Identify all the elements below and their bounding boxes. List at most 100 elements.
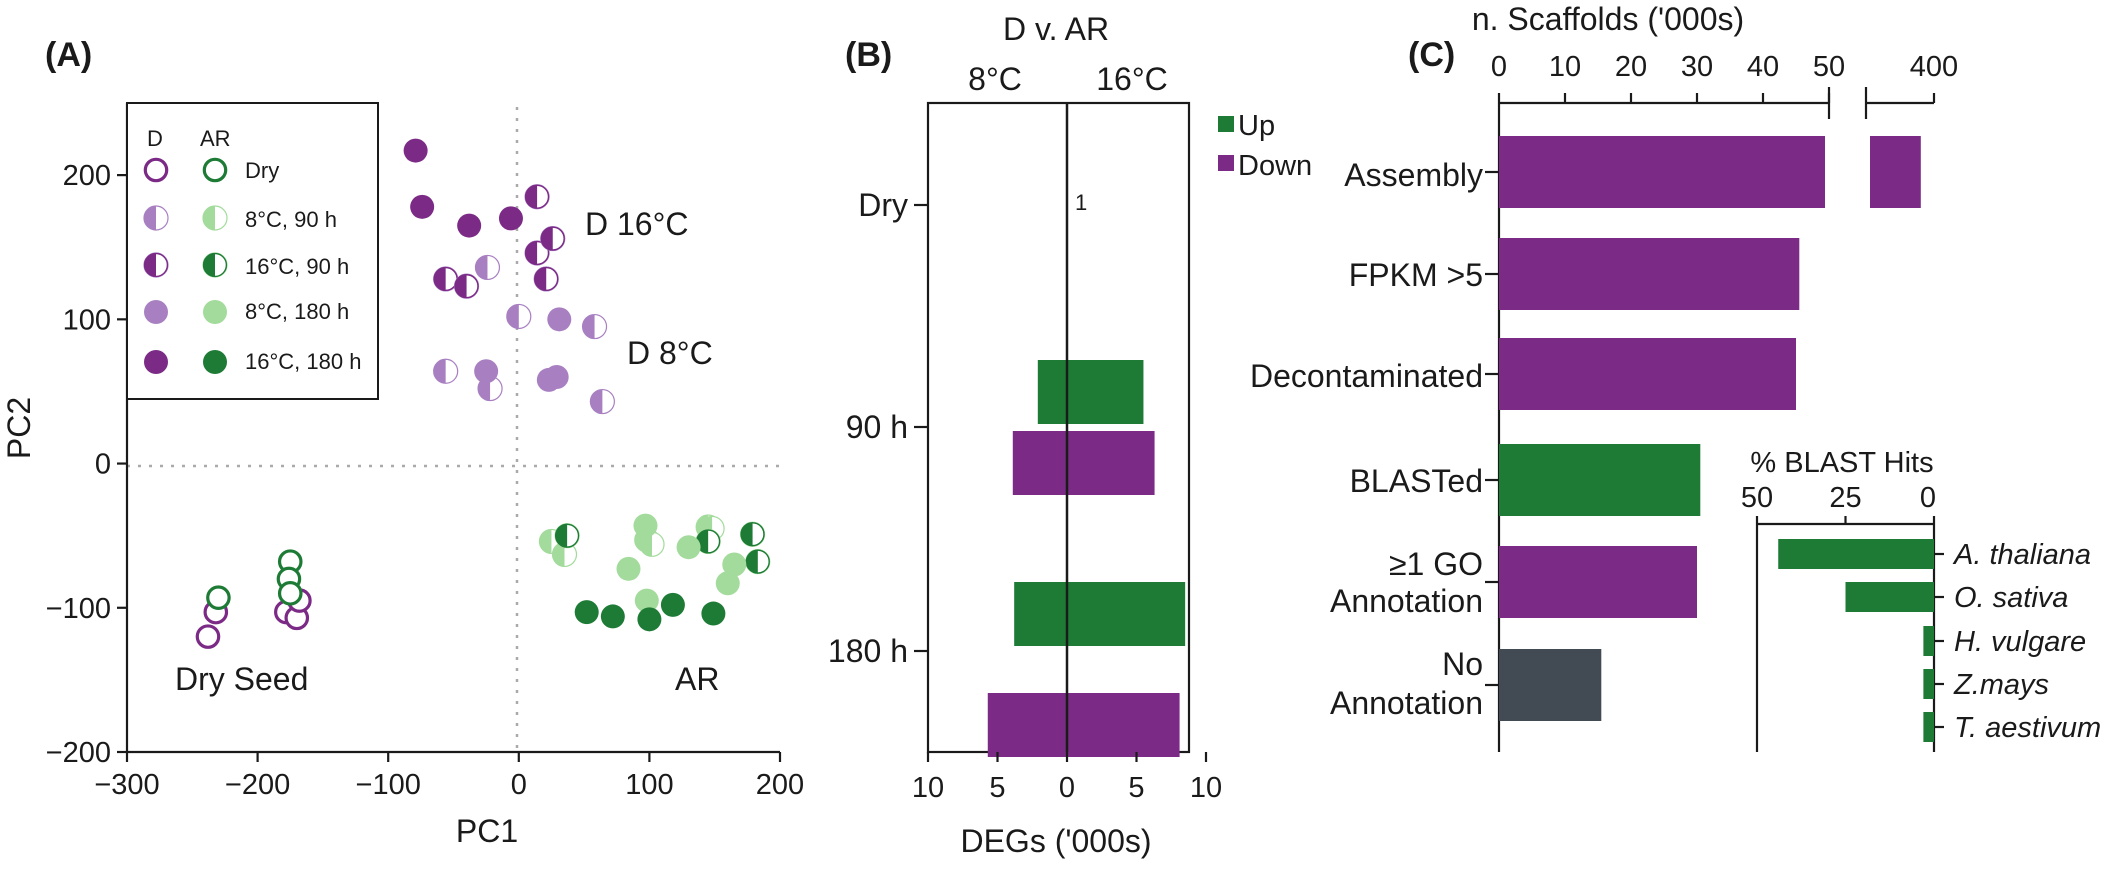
- legend-label-16c-180h: 16°C, 180 h: [245, 349, 361, 374]
- point-2-2-half: [433, 359, 446, 384]
- x-tick-label-1: −200: [225, 769, 290, 801]
- legend-header-ar: AR: [200, 126, 231, 151]
- b-category-label-1: 90 h: [846, 409, 908, 445]
- panel-b-title: D v. AR: [1003, 11, 1109, 47]
- legend-box: [126, 102, 379, 400]
- inset-bar-3: [1923, 669, 1934, 699]
- legend-marker-ar-4: [203, 350, 227, 374]
- b-category-label-2: 180 h: [828, 633, 908, 669]
- point-5-2-fill: [457, 213, 482, 238]
- legend-marker-d-4: [144, 350, 168, 374]
- y-axis-label: PC2: [1, 397, 37, 459]
- inset-category-4: T. aestivum: [1954, 712, 2101, 744]
- category-fpkm: FPKM >5: [1349, 257, 1483, 293]
- inset-bar-1: [1845, 582, 1934, 612]
- point-1-3: [277, 581, 303, 606]
- scatter-points: [195, 138, 771, 649]
- inset-bar-2: [1923, 626, 1934, 656]
- x-tick-label-2: −100: [356, 769, 421, 801]
- y-tick-label-0: −200: [46, 737, 111, 769]
- point-9-1: [600, 604, 625, 629]
- dry-value-label: 1: [1075, 190, 1087, 215]
- point-2-0: [474, 254, 501, 281]
- point-3-4-edge: [524, 240, 550, 266]
- b-x-tick-label-0: 10: [912, 772, 944, 804]
- inset-title: % BLAST Hits: [1750, 447, 1933, 479]
- legend-marker-ar-1-half: [203, 206, 215, 230]
- legend-swatch-down: [1218, 155, 1234, 171]
- point-3-3-half: [534, 266, 547, 291]
- inset-tick-label-2: 0: [1920, 482, 1936, 514]
- c-x-tick-label-0: 0: [1491, 51, 1507, 83]
- annotation-dry-seed: Dry Seed: [175, 661, 308, 697]
- x-tick-label-3: 0: [511, 769, 527, 801]
- c-x-tick-label-2: 20: [1615, 51, 1647, 83]
- inset-category-2: H. vulgare: [1954, 626, 2086, 658]
- side-label-8c: 8°C: [968, 61, 1022, 97]
- legend-marker-ar-0: [202, 157, 228, 183]
- panel-b-x-axis-label: DEGs ('000s): [960, 823, 1151, 859]
- inset-category-0: A. thaliana: [1952, 539, 2091, 571]
- point-1-3-ring: [277, 581, 303, 606]
- point-5-3-fill: [498, 206, 523, 231]
- bar-up-1: [1037, 360, 1144, 424]
- b-x-tick-label-2: 0: [1059, 772, 1075, 804]
- point-7-2-half: [740, 522, 753, 547]
- point-1-0: [206, 585, 231, 610]
- b-x-tick-label-4: 10: [1190, 772, 1222, 804]
- point-9-0: [574, 600, 599, 625]
- inset-tick-label-1: 25: [1829, 482, 1861, 514]
- legend-label-down: Down: [1238, 150, 1312, 182]
- point-7-0-edge: [555, 523, 580, 548]
- point-5-1-fill: [410, 194, 435, 219]
- panel-c-ticks: 0 10 20 30 40 50 400: [1485, 51, 1958, 687]
- point-7-3-edge: [745, 549, 770, 574]
- point-3-5-edge: [540, 226, 565, 251]
- point-4-1-fill: [474, 359, 499, 384]
- point-7-2: [739, 521, 766, 547]
- point-5-0-fill: [403, 138, 428, 163]
- inset-category-1: O. sativa: [1954, 582, 2068, 614]
- point-3-1-edge: [454, 274, 479, 299]
- c-x-tick-label-4: 40: [1747, 51, 1779, 83]
- annotation-ar: AR: [675, 661, 719, 697]
- point-8-1: [616, 556, 641, 581]
- panel-c-label: (C): [1408, 36, 1455, 74]
- point-3-0-half: [433, 266, 446, 291]
- point-4-3-fill: [544, 365, 569, 390]
- c-x-tick-label-1: 10: [1549, 51, 1581, 83]
- point-5-2: [457, 213, 482, 238]
- point-7-2-edge: [740, 522, 765, 547]
- y-tick-label-1: −100: [46, 593, 111, 625]
- point-8-0: [633, 513, 658, 538]
- legend-marker-d-0-ring: [143, 157, 169, 183]
- inset-category-3: Z.mays: [1953, 669, 2049, 701]
- point-5-1: [410, 194, 435, 219]
- point-7-0: [554, 523, 580, 549]
- point-8-2: [676, 535, 701, 560]
- category-no-annotation: No Annotation: [1330, 646, 1483, 721]
- legend-label-16c-90h: 16°C, 90 h: [245, 254, 349, 279]
- point-3-4-half: [525, 240, 538, 265]
- legend-markers: [143, 157, 228, 374]
- point-8-5-fill: [715, 571, 740, 596]
- point-9-0-fill: [574, 600, 599, 625]
- point-8-2-fill: [676, 535, 701, 560]
- c-x-tick-label-5: 50: [1813, 51, 1845, 83]
- point-3-2: [524, 184, 550, 210]
- point-3-1: [453, 273, 480, 299]
- point-7-3-half: [745, 549, 758, 574]
- b-x-tick-label-1: 5: [989, 772, 1005, 804]
- point-8-0-fill: [633, 513, 658, 538]
- y-tick-label-4: 200: [63, 160, 111, 192]
- legend-marker-ar-3-fill: [203, 300, 227, 324]
- point-4-1: [474, 359, 499, 384]
- category-assembly: Assembly: [1344, 157, 1483, 193]
- point-2-4-half: [582, 314, 595, 339]
- category-decontaminated: Decontaminated: [1250, 358, 1483, 394]
- point-3-2-half: [525, 184, 538, 209]
- point-9-4: [701, 601, 726, 626]
- point-2-4: [581, 313, 608, 340]
- x-tick-label-5: 200: [756, 769, 804, 801]
